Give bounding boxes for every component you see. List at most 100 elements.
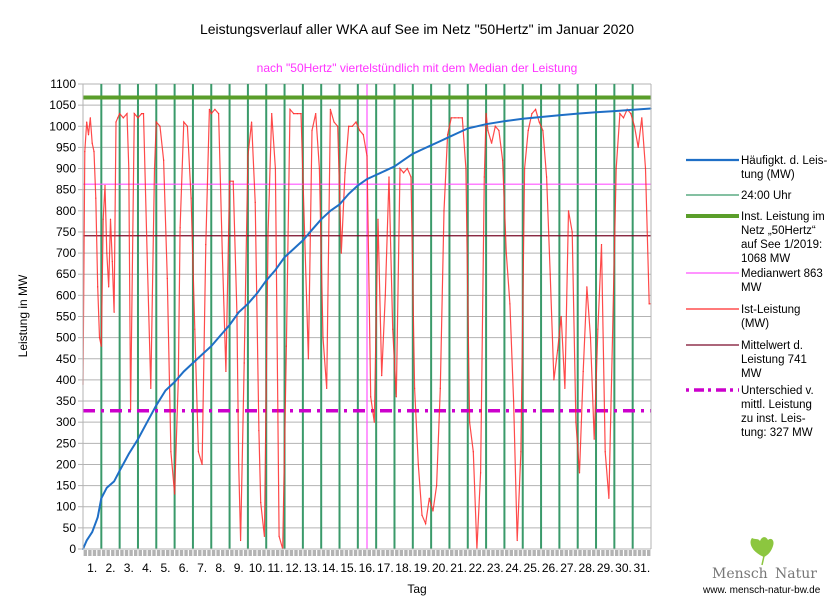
haeufigkeit-point	[503, 120, 506, 122]
x-tick-mark	[340, 550, 344, 556]
ist-leistung-point	[119, 112, 121, 115]
ist-leistung-point	[542, 129, 544, 132]
logo-url: www. mensch-natur-bw.de	[702, 585, 821, 596]
legend-label: 24:00 Uhr	[741, 190, 792, 202]
x-tick-mark	[454, 550, 459, 556]
x-tick-label: 12.	[285, 561, 302, 575]
x-tick-mark	[202, 550, 207, 556]
x-tick-mark	[582, 550, 587, 556]
x-tick-mark	[427, 550, 431, 556]
x-tick-mark	[335, 550, 339, 556]
x-tick-mark	[308, 550, 312, 556]
ist-leistung-point	[186, 125, 189, 127]
ist-leistung-point	[600, 244, 603, 246]
ist-leistung-point	[465, 167, 467, 170]
x-tick-mark	[624, 550, 628, 556]
x-tick-mark	[138, 550, 142, 556]
ist-leistung-point	[480, 472, 482, 474]
haeufigkeit-point	[320, 218, 322, 221]
x-tick-mark	[614, 550, 619, 556]
haeufigkeit-point	[576, 112, 579, 115]
ist-leistung-point	[210, 112, 212, 115]
ist-leistung-point	[221, 252, 223, 254]
ist-leistung-point	[611, 337, 614, 339]
ist-leistung-point	[194, 328, 196, 330]
ist-leistung-point	[454, 117, 456, 119]
x-tick-label: 17.	[377, 561, 394, 575]
ist-leistung-point	[163, 159, 165, 161]
x-tick-mark	[518, 550, 523, 556]
x-tick-label: 26.	[542, 561, 559, 575]
x-tick-label: 7.	[197, 561, 207, 575]
x-tick-mark	[637, 550, 642, 556]
x-tick-mark	[124, 550, 129, 556]
ist-leistung-point	[111, 260, 113, 263]
y-tick-label: 550	[56, 310, 76, 324]
x-tick-mark	[207, 550, 211, 556]
x-tick-mark	[537, 550, 541, 556]
legend-label: mittl. Leistung	[741, 399, 812, 411]
x-tick-mark	[239, 550, 243, 556]
logo: Mensch Natur www. mensch-natur-bw.de	[702, 537, 821, 596]
ist-leistung-point	[197, 451, 200, 453]
ist-leistung-point	[403, 172, 405, 174]
ist-leistung-point	[575, 421, 577, 423]
ist-leistung-point	[142, 112, 145, 115]
haeufigkeit-point	[173, 381, 176, 383]
x-tick-mark	[376, 550, 381, 556]
y-tick-label: 1050	[49, 98, 76, 112]
ist-leistung-point	[392, 328, 394, 330]
ist-leistung-point	[362, 134, 364, 136]
x-tick-mark	[628, 550, 633, 556]
x-tick-mark	[225, 550, 229, 556]
ist-leistung-point	[153, 167, 156, 170]
y-axis-label: Leistung in MW	[16, 274, 30, 357]
x-tick-mark	[198, 550, 202, 556]
x-tick-label: 13.	[304, 561, 321, 575]
x-tick-label: 9.	[234, 561, 244, 575]
x-tick-mark	[495, 550, 500, 556]
ist-leistung-line	[82, 107, 651, 550]
ist-leistung-point	[355, 121, 357, 123]
ist-leistung-point	[93, 151, 95, 153]
y-tick-label: 400	[56, 373, 76, 387]
x-tick-label: 28.	[579, 561, 596, 575]
ist-leistung-point	[589, 337, 592, 339]
haeufigkeit-point	[247, 303, 249, 305]
ist-leistung-point	[439, 387, 441, 389]
ist-leistung-point	[208, 108, 211, 110]
x-tick-mark	[143, 550, 147, 556]
x-tick-mark	[559, 550, 564, 556]
haeufigkeit-point	[521, 117, 524, 120]
x-tick-mark	[440, 550, 445, 556]
ist-leistung-point	[388, 176, 390, 178]
x-tick-mark	[253, 550, 257, 556]
ist-leistung-point	[106, 252, 108, 254]
ist-leistung-point	[247, 155, 249, 157]
ist-leistung-point	[351, 125, 353, 127]
ist-leistung-point	[293, 112, 295, 115]
ist-leistung-point	[337, 125, 339, 127]
ist-leistung-point	[274, 167, 276, 170]
x-tick-mark	[243, 550, 248, 556]
x-tick-mark	[610, 550, 614, 556]
x-tick-mark	[358, 550, 362, 556]
x-tick-mark	[445, 550, 449, 556]
y-tick-label: 800	[56, 204, 76, 218]
x-tick-mark	[275, 550, 280, 556]
ist-leistung-point	[564, 387, 566, 389]
haeufigkeit-point	[201, 353, 203, 356]
x-tick-mark	[367, 550, 371, 556]
haeufigkeit-point	[412, 152, 414, 155]
ist-leistung-point	[126, 112, 128, 115]
ist-leistung-point	[115, 121, 117, 123]
x-tick-mark	[569, 550, 573, 556]
ist-leistung-point	[263, 535, 265, 537]
ist-leistung-point	[538, 121, 540, 123]
haeufigkeit-point	[85, 539, 88, 542]
x-tick-mark	[363, 550, 367, 556]
ist-leistung-point	[285, 345, 287, 347]
haeufigkeit-point	[439, 140, 442, 142]
x-tick-label: 22.	[469, 561, 486, 575]
